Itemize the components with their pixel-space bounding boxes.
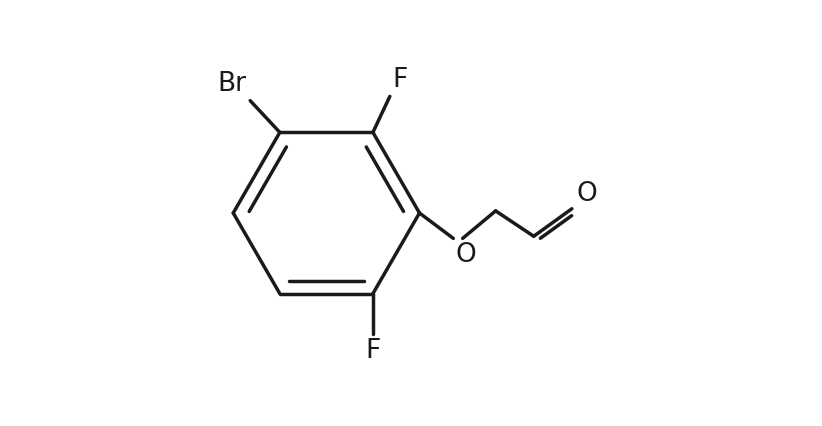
Text: O: O [455,242,476,268]
Text: O: O [576,181,597,207]
Text: F: F [392,67,407,93]
Text: F: F [365,338,381,364]
Text: Br: Br [218,71,247,97]
